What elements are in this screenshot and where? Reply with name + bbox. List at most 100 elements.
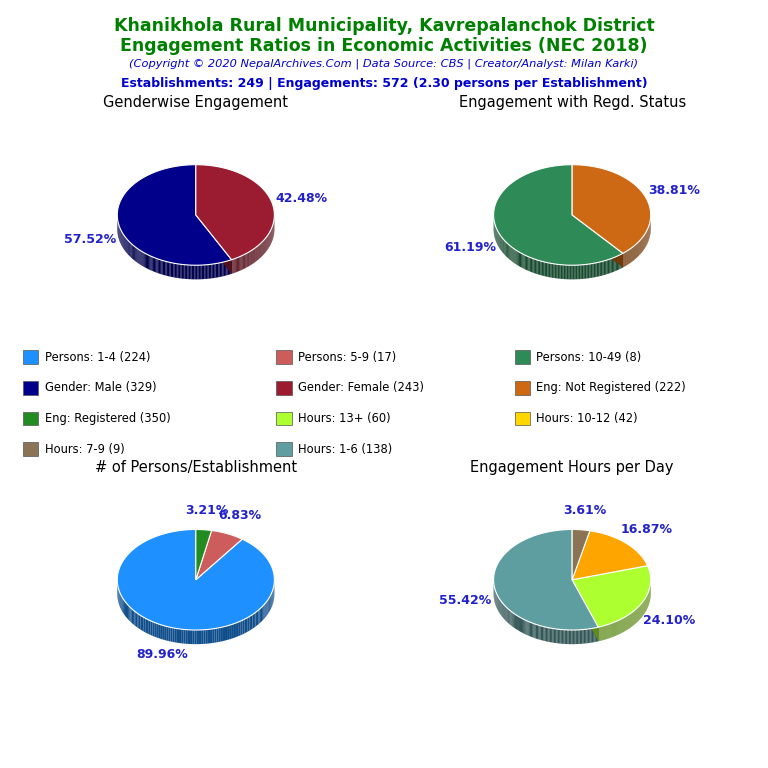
Polygon shape xyxy=(206,265,207,279)
Polygon shape xyxy=(269,597,270,612)
Polygon shape xyxy=(528,621,530,636)
Polygon shape xyxy=(584,629,585,644)
Polygon shape xyxy=(230,260,232,274)
Polygon shape xyxy=(507,243,508,258)
Polygon shape xyxy=(186,265,187,279)
Polygon shape xyxy=(533,624,535,638)
Polygon shape xyxy=(156,623,158,638)
Polygon shape xyxy=(159,260,161,274)
Polygon shape xyxy=(607,260,609,274)
Polygon shape xyxy=(554,629,555,643)
Text: 24.10%: 24.10% xyxy=(643,614,695,627)
Polygon shape xyxy=(519,617,520,631)
Polygon shape xyxy=(246,617,248,633)
Polygon shape xyxy=(511,611,512,627)
Polygon shape xyxy=(153,621,154,637)
Polygon shape xyxy=(169,262,170,276)
Polygon shape xyxy=(129,607,131,622)
Polygon shape xyxy=(554,264,556,278)
Polygon shape xyxy=(573,630,574,644)
Polygon shape xyxy=(123,599,124,614)
Polygon shape xyxy=(586,264,588,279)
Polygon shape xyxy=(546,627,547,641)
Text: 16.87%: 16.87% xyxy=(621,522,673,535)
Polygon shape xyxy=(213,264,214,278)
Polygon shape xyxy=(572,529,590,580)
Polygon shape xyxy=(183,264,184,279)
Polygon shape xyxy=(595,263,597,277)
Polygon shape xyxy=(154,622,156,637)
Polygon shape xyxy=(194,265,196,280)
Polygon shape xyxy=(592,263,594,278)
Polygon shape xyxy=(604,260,605,275)
Polygon shape xyxy=(543,627,545,641)
Polygon shape xyxy=(227,261,228,276)
Polygon shape xyxy=(168,262,169,276)
Polygon shape xyxy=(570,630,571,644)
Polygon shape xyxy=(153,257,154,272)
Polygon shape xyxy=(209,264,210,279)
Polygon shape xyxy=(267,599,268,614)
Polygon shape xyxy=(210,629,212,644)
Polygon shape xyxy=(218,263,220,277)
Polygon shape xyxy=(551,628,552,643)
Text: 61.19%: 61.19% xyxy=(444,241,496,254)
Polygon shape xyxy=(166,627,168,641)
Polygon shape xyxy=(506,242,507,257)
Polygon shape xyxy=(141,615,142,631)
Polygon shape xyxy=(598,262,600,276)
Polygon shape xyxy=(616,257,617,271)
Polygon shape xyxy=(149,256,151,270)
Polygon shape xyxy=(522,253,524,269)
Polygon shape xyxy=(143,252,144,266)
Polygon shape xyxy=(574,265,576,280)
Text: Persons: 10-49 (8): Persons: 10-49 (8) xyxy=(536,351,641,363)
Polygon shape xyxy=(510,246,511,260)
Text: Hours: 10-12 (42): Hours: 10-12 (42) xyxy=(536,412,637,425)
Polygon shape xyxy=(191,265,193,280)
Title: Engagement with Regd. Status: Engagement with Regd. Status xyxy=(458,95,686,111)
Polygon shape xyxy=(587,629,588,644)
Polygon shape xyxy=(144,253,146,268)
Polygon shape xyxy=(238,257,239,272)
Polygon shape xyxy=(173,627,174,642)
Polygon shape xyxy=(184,265,186,279)
Text: Hours: 7-9 (9): Hours: 7-9 (9) xyxy=(45,443,124,455)
Polygon shape xyxy=(535,624,536,638)
Text: Gender: Male (329): Gender: Male (329) xyxy=(45,382,156,394)
Polygon shape xyxy=(133,610,134,625)
Polygon shape xyxy=(147,619,149,634)
Polygon shape xyxy=(158,624,161,639)
Polygon shape xyxy=(612,258,613,273)
Polygon shape xyxy=(514,248,515,263)
Polygon shape xyxy=(187,265,189,279)
Polygon shape xyxy=(134,611,136,627)
Polygon shape xyxy=(139,614,141,630)
Polygon shape xyxy=(118,164,232,265)
Polygon shape xyxy=(512,248,514,263)
Polygon shape xyxy=(609,259,611,273)
Polygon shape xyxy=(231,624,233,639)
Polygon shape xyxy=(571,630,573,644)
Polygon shape xyxy=(237,257,238,272)
Polygon shape xyxy=(145,618,147,634)
Polygon shape xyxy=(194,630,197,644)
Polygon shape xyxy=(613,257,614,272)
Polygon shape xyxy=(223,262,225,276)
Polygon shape xyxy=(199,630,201,644)
Polygon shape xyxy=(494,529,598,630)
Polygon shape xyxy=(250,616,251,631)
Polygon shape xyxy=(555,629,556,643)
Polygon shape xyxy=(576,265,578,280)
Polygon shape xyxy=(527,257,528,271)
Polygon shape xyxy=(177,628,179,643)
Polygon shape xyxy=(572,164,650,253)
Polygon shape xyxy=(172,263,174,277)
Title: Engagement Hours per Day: Engagement Hours per Day xyxy=(471,460,674,475)
Polygon shape xyxy=(220,263,221,277)
Polygon shape xyxy=(190,265,191,280)
Polygon shape xyxy=(585,629,587,644)
Polygon shape xyxy=(196,215,232,274)
Polygon shape xyxy=(132,609,133,624)
Polygon shape xyxy=(186,630,188,644)
